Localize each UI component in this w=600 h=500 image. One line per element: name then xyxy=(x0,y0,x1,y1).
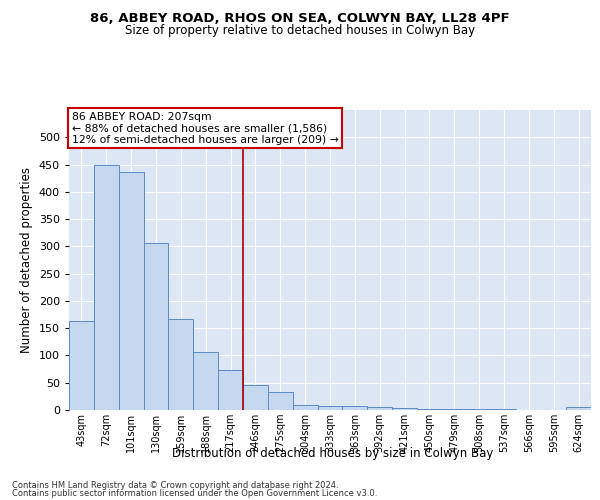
Text: Distribution of detached houses by size in Colwyn Bay: Distribution of detached houses by size … xyxy=(172,448,494,460)
Bar xyxy=(343,406,367,410)
Bar xyxy=(193,352,218,410)
Bar xyxy=(367,408,392,410)
Bar xyxy=(566,408,591,410)
Text: Contains HM Land Registry data © Crown copyright and database right 2024.: Contains HM Land Registry data © Crown c… xyxy=(12,481,338,490)
Text: 86 ABBEY ROAD: 207sqm
← 88% of detached houses are smaller (1,586)
12% of semi-d: 86 ABBEY ROAD: 207sqm ← 88% of detached … xyxy=(71,112,338,144)
Bar xyxy=(143,242,169,410)
Bar xyxy=(317,406,343,410)
Bar xyxy=(293,404,317,410)
Text: 86, ABBEY ROAD, RHOS ON SEA, COLWYN BAY, LL28 4PF: 86, ABBEY ROAD, RHOS ON SEA, COLWYN BAY,… xyxy=(90,12,510,26)
Y-axis label: Number of detached properties: Number of detached properties xyxy=(20,167,33,353)
Bar xyxy=(119,172,143,410)
Bar xyxy=(94,164,119,410)
Bar xyxy=(218,370,243,410)
Bar xyxy=(243,386,268,410)
Text: Contains public sector information licensed under the Open Government Licence v3: Contains public sector information licen… xyxy=(12,489,377,498)
Bar xyxy=(169,319,193,410)
Text: Size of property relative to detached houses in Colwyn Bay: Size of property relative to detached ho… xyxy=(125,24,475,37)
Bar xyxy=(392,408,417,410)
Bar xyxy=(69,321,94,410)
Bar xyxy=(268,392,293,410)
